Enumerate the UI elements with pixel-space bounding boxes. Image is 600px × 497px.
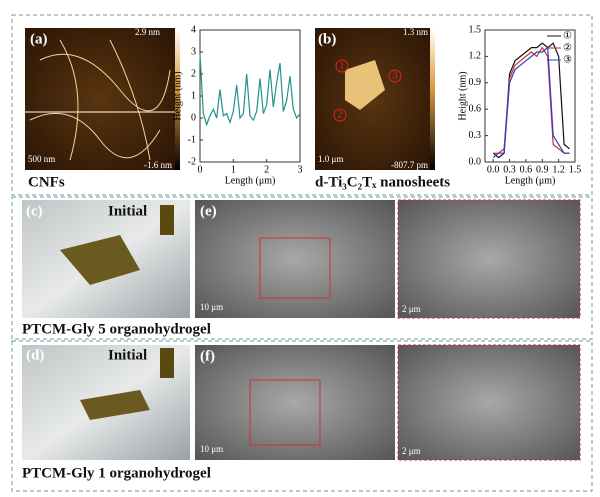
series-line [493, 46, 570, 154]
sample [80, 390, 150, 420]
x-tick-label: 0.6 [520, 164, 533, 175]
y-tick-label: 4 [191, 24, 196, 35]
sem-image [195, 200, 395, 318]
y-axis-label: Height (nm) [457, 71, 468, 120]
y-tick-label: 2 [191, 68, 196, 79]
y-tick-label: 0.0 [469, 156, 482, 167]
series-line [199, 54, 301, 127]
caption: d-Ti₃C₂Tₓ nanosheets [315, 174, 450, 190]
scale-bar: 500 nm [28, 154, 55, 164]
x-axis-label: Length (μm) [225, 175, 276, 186]
x-tick-label: 0.3 [503, 164, 516, 175]
marker: 2 [338, 109, 343, 120]
scale-max: 1.3 nm [403, 27, 428, 37]
x-tick-label: 0.0 [487, 164, 500, 175]
panel-label: (d) [26, 347, 44, 363]
x-tick-label: 1.5 [569, 164, 582, 175]
marker: 1 [340, 60, 345, 71]
caption: PTCM-Gly 1 organohydrogel [22, 465, 211, 481]
scale-bar: 10 μm [200, 302, 223, 312]
y-tick-label: -2 [188, 156, 196, 167]
series-line [492, 46, 570, 159]
x-tick-label: 2 [264, 164, 269, 175]
x-tick-label: 0.9 [536, 164, 549, 175]
plot-frame [484, 29, 576, 163]
fibers [29, 39, 171, 161]
sem-image [195, 345, 395, 460]
panel-label: (f) [200, 348, 215, 364]
x-axis-label: Length (μm) [505, 175, 556, 186]
legend-label: ③ [563, 54, 572, 65]
y-tick-label: 1 [191, 90, 196, 101]
scale-max: 2.9 nm [135, 27, 160, 37]
note: Initial [108, 347, 147, 363]
frames [11, 14, 593, 492]
panel-label: (a) [30, 31, 48, 47]
y-tick-label: 0.3 [469, 130, 482, 141]
scale-min: -1.6 nm [144, 160, 172, 170]
x-tick-label: 1.2 [552, 164, 565, 175]
legend-label: ② [563, 42, 572, 53]
panel-label: (c) [26, 203, 43, 219]
sample [60, 235, 140, 285]
x-tick-label: 3 [298, 164, 303, 175]
note: Initial [108, 203, 147, 219]
scale-bar: 2 μm [402, 446, 421, 456]
panel-label: (e) [200, 203, 217, 219]
caption: CNFs [28, 174, 65, 190]
sem-zoom [397, 344, 581, 461]
markers [333, 59, 402, 122]
vial [160, 348, 174, 378]
marker: 3 [393, 70, 398, 81]
y-tick-label: 0.6 [469, 103, 482, 114]
vial [160, 205, 174, 235]
nanosheet [345, 60, 385, 110]
plot-frame [199, 29, 301, 163]
y-tick-label: 0 [191, 112, 196, 123]
y-axis-label: Height (nm) [172, 71, 183, 120]
y-tick-label: 3 [191, 46, 196, 57]
scale-bar: 2 μm [402, 304, 421, 314]
x-tick-label: 0 [198, 164, 203, 175]
y-tick-label: -1 [188, 134, 196, 145]
panel-label: (b) [318, 31, 336, 47]
colorbar [430, 28, 435, 170]
y-tick-label: 0.9 [469, 77, 482, 88]
scale-bar: 10 μm [200, 444, 223, 454]
y-tick-label: 1.5 [469, 24, 482, 35]
x-tick-label: 1 [231, 164, 236, 175]
caption: PTCM-Gly 5 organohydrogel [22, 321, 211, 337]
legend-label: ① [563, 30, 572, 41]
sem-zoom [397, 199, 581, 319]
scale-bar: 1.0 μm [318, 154, 343, 164]
zoom-box [249, 379, 321, 446]
colorbar [175, 28, 180, 170]
afm-image [25, 28, 175, 170]
y-tick-label: 1.2 [469, 51, 482, 62]
scale-min: -807.7 pm [391, 160, 428, 170]
zoom-box [259, 237, 331, 299]
